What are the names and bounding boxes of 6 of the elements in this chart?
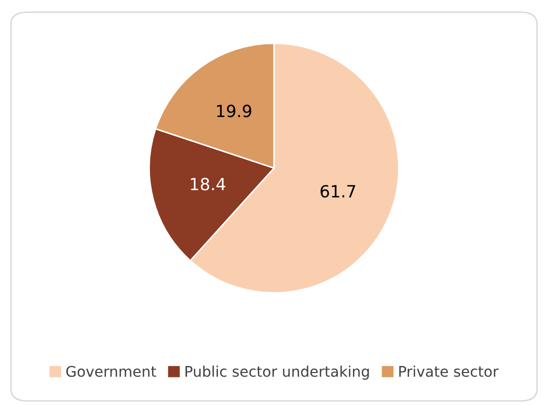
data-label: 19.9 xyxy=(217,104,252,118)
data-label: 18.4 xyxy=(190,178,226,190)
data-label: 61.7 xyxy=(320,184,356,198)
legend-label: Government xyxy=(66,366,156,377)
legend-label: Private sector xyxy=(399,366,499,377)
legend-label: Public sector undertaking xyxy=(186,366,369,380)
